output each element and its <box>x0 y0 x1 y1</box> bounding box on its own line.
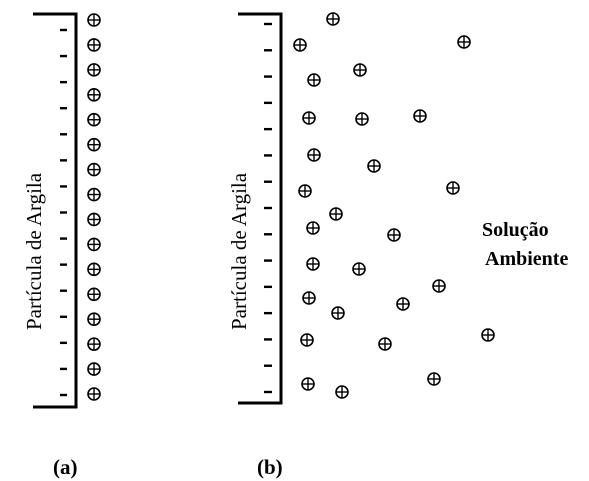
cation-b <box>298 184 312 198</box>
cation-a <box>87 237 101 252</box>
cation-b <box>307 148 321 162</box>
cation-a <box>87 362 101 376</box>
cation-a <box>87 337 101 351</box>
plate-label-b: Partícula de Argila <box>227 172 251 330</box>
clay-particle-plate-b <box>238 12 283 405</box>
cation-b <box>300 333 314 347</box>
cation-a <box>87 88 101 102</box>
cation-a <box>87 137 101 152</box>
cation-b <box>307 73 321 87</box>
cation-b <box>326 12 340 26</box>
clay-particle-plate-a <box>33 12 78 409</box>
cation-b <box>329 207 343 221</box>
cation-b <box>302 291 316 305</box>
negative-charges-b <box>264 22 272 394</box>
caption-b: (b) <box>257 455 283 479</box>
cation-a <box>87 287 101 302</box>
solution-label-line2: Ambiente <box>485 248 568 270</box>
cation-b <box>355 112 369 126</box>
plate-label-a: Partícula de Argila <box>22 172 46 330</box>
cation-b <box>378 337 392 351</box>
cation-a <box>87 387 101 401</box>
cation-b <box>413 109 427 123</box>
cation-a <box>87 187 101 202</box>
panel-b: Partícula de Argila Solução Ambiente (b) <box>227 12 568 479</box>
caption-a: (a) <box>53 455 78 479</box>
cation-a <box>87 312 101 327</box>
cation-b <box>352 262 366 276</box>
cation-b <box>306 221 320 235</box>
cation-b <box>302 111 316 125</box>
cation-b <box>335 385 349 399</box>
cation-b <box>293 38 307 52</box>
cation-b <box>306 257 320 271</box>
cation-b <box>481 328 495 342</box>
cation-b <box>396 297 410 311</box>
cation-b <box>353 63 367 77</box>
cation-a <box>87 162 101 177</box>
cation-b <box>301 377 315 391</box>
cation-b <box>387 228 401 242</box>
negative-charges-a <box>60 28 67 397</box>
cation-a <box>87 13 101 27</box>
cation-b <box>446 181 460 195</box>
cations-a <box>87 13 101 401</box>
cation-a <box>87 38 101 52</box>
cation-b <box>427 372 441 386</box>
cation-b <box>432 279 446 293</box>
solution-label-line1: Solução <box>482 219 549 241</box>
cations-b <box>293 12 495 399</box>
cation-a <box>87 212 101 227</box>
cation-b <box>331 306 345 320</box>
cation-a <box>87 262 101 277</box>
cation-a <box>87 63 101 77</box>
cation-b <box>457 35 471 49</box>
cation-b <box>367 159 381 173</box>
cation-a <box>87 112 101 127</box>
panel-a: Partícula de Argila (a) <box>22 12 101 479</box>
